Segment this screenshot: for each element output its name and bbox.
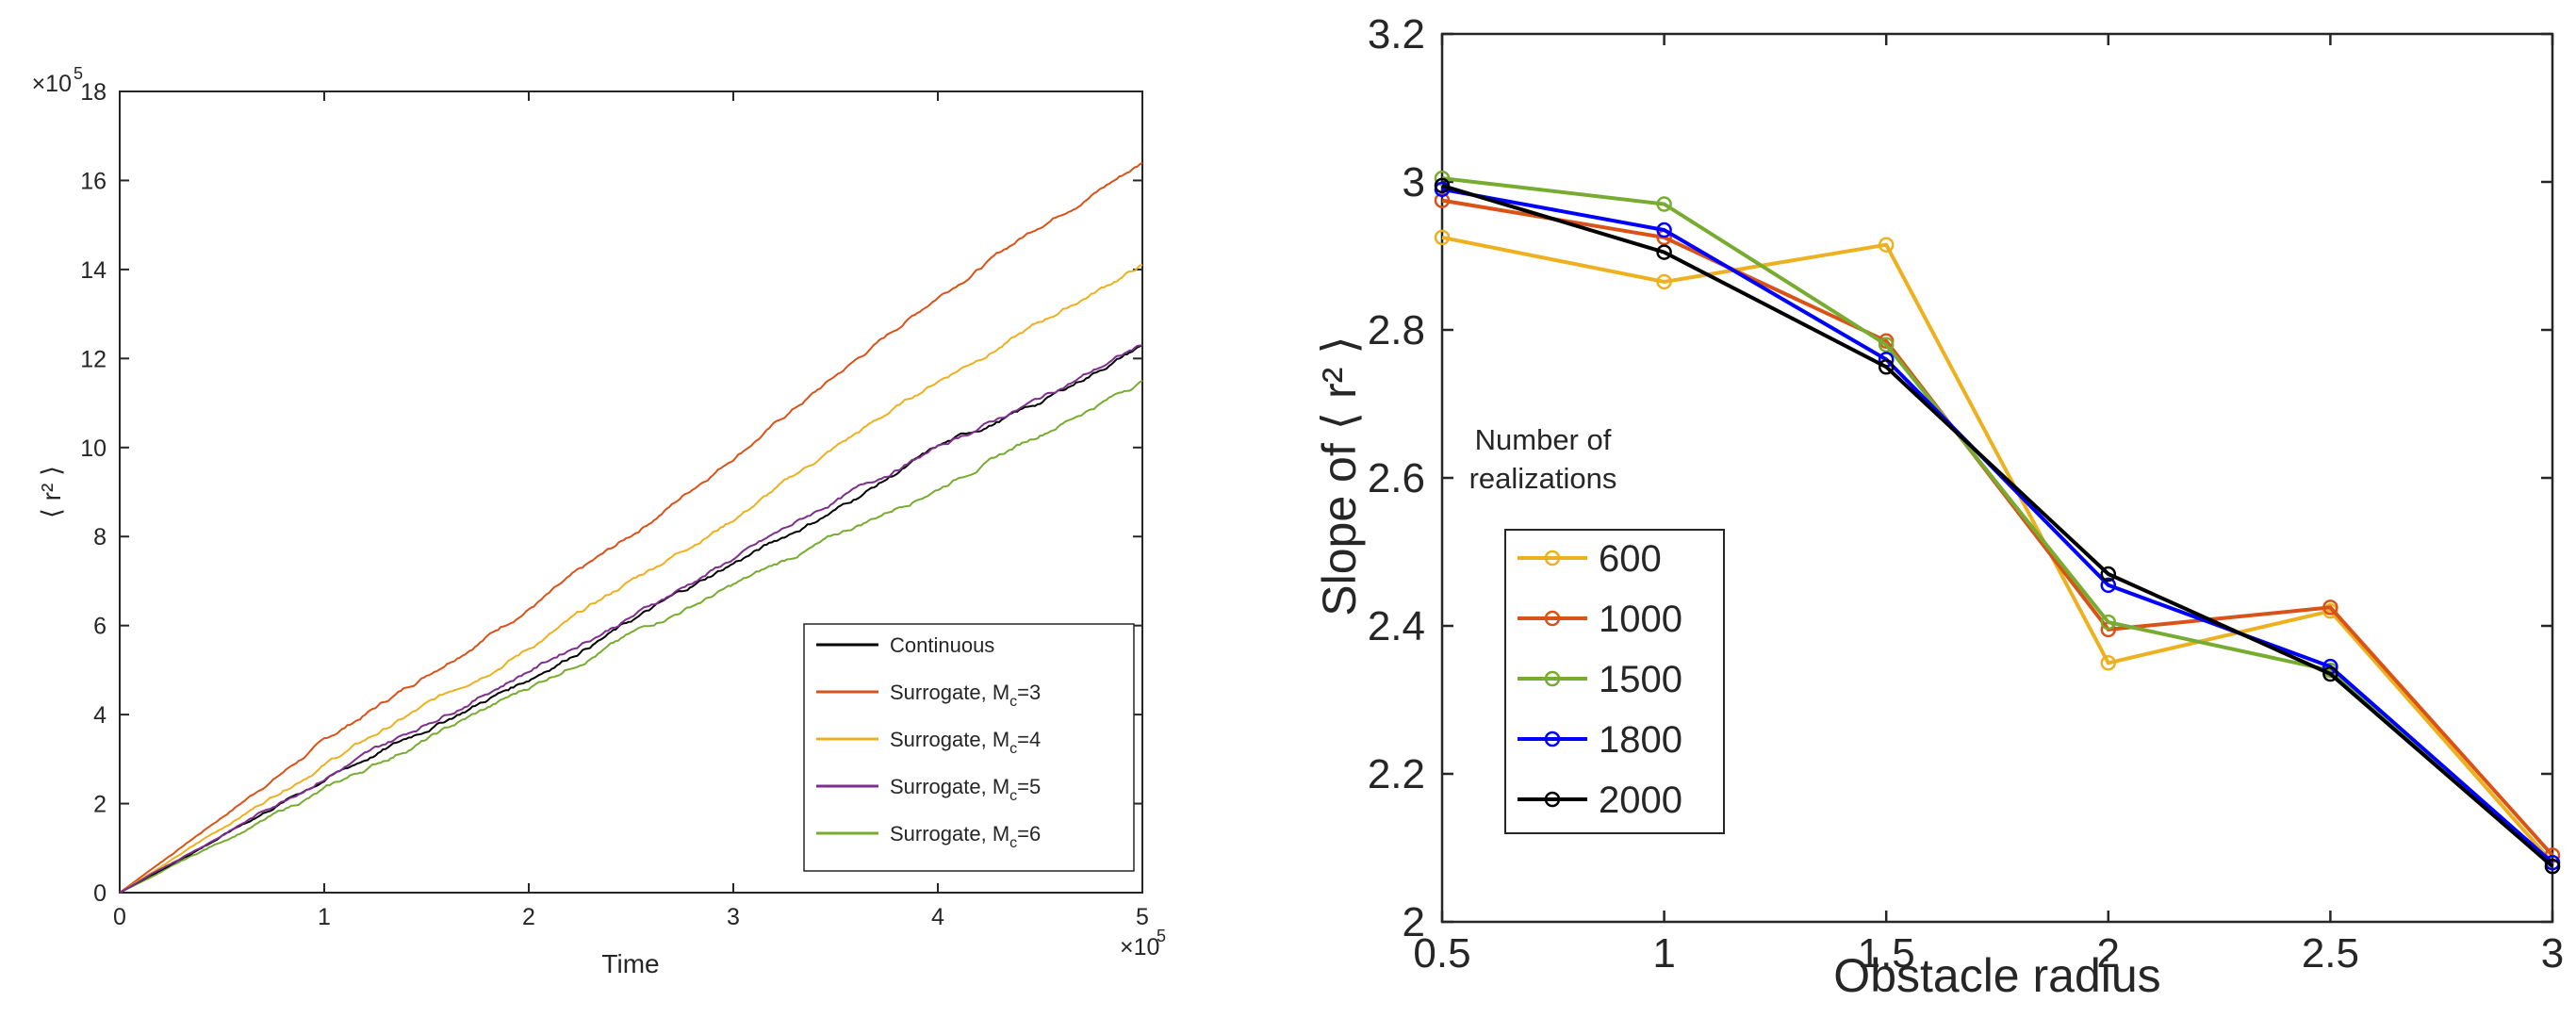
left-legend-label: Continuous [890,633,994,657]
right-data-point [2544,858,2561,875]
left-y-tick-label: 16 [80,168,107,194]
left-x-tick-label: 1 [318,904,331,930]
left-x-tick-label: 4 [931,904,944,930]
right-data-point [1656,196,1672,212]
left-x-tick-label: 0 [113,904,126,930]
right-x-tick-label: 1.5 [1858,930,1915,977]
left-legend-label: Surrogate, Mc=6 [890,822,1041,851]
right-x-axis-label: Obstacle radius [1833,949,2160,1002]
right-data-point [1656,222,1672,238]
right-series-line [1441,235,2554,864]
left-y-tick-label: 0 [93,880,107,907]
left-x-tick-label: 3 [727,904,740,930]
left-series-line [119,264,1143,894]
right-x-tick-label: 1 [1652,930,1675,977]
right-legend-marker [1544,550,1561,566]
right-data-point [2322,599,2338,616]
right-data-point [2100,577,2117,594]
right-data-point [1434,192,1451,208]
left-x-tick-label: 2 [522,904,535,930]
right-data-point [1878,337,1895,353]
left-legend: Continuous Surrogate, Mc=3 Surrogate, Mc=4… [803,623,1135,872]
right-y-tick-label: 2.4 [1368,603,1425,649]
right-legend-marker [1544,610,1561,627]
right-legend-label: 600 [1599,538,1662,580]
right-y-tick-label: 2.2 [1368,751,1425,797]
right-y-tick-label: 2.8 [1368,307,1425,353]
left-x-axis-label: Time [601,949,659,978]
right-y-tick-label: 3 [1403,159,1425,205]
left-y-tick-label: 6 [93,614,107,640]
right-legend: 600 1000 1500 1800 2000 [1504,529,1725,834]
right-y-tick-label: 2 [1403,899,1425,945]
right-data-point [1656,244,1672,260]
left-y-axis-label: ⟨ r² ⟩ [37,466,66,518]
left-legend-box [803,623,1135,872]
right-legend-label: 1800 [1599,719,1682,761]
right-x-tick-label: 2 [2097,930,2120,977]
left-y-tick-label: 12 [80,346,107,372]
right-data-point [1878,359,1895,375]
left-x-exponent: 5 [1157,927,1166,945]
right-y-tick-label: 3.2 [1368,11,1425,57]
left-legend-label: Surrogate, Mc=4 [890,728,1041,757]
right-y-tick-label: 2.6 [1368,455,1425,501]
left-y-tick-label: 2 [93,792,107,818]
left-x-exponent-base: ×10 [1120,934,1159,961]
left-series-line [119,344,1143,894]
right-series-line [1441,176,2554,868]
right-legend-label: 1000 [1599,599,1682,640]
right-chart: 0.5 1 1.5 2 2.5 3 2 2.2 2.4 2.6 2.8 3 3.2 Obstacle … [1313,11,2564,1002]
right-legend-box [1504,529,1725,834]
right-legend-marker [1544,731,1561,747]
right-data-point [2322,665,2338,682]
right-x-tick-label: 3 [2541,930,2564,977]
right-series-line [1441,183,2554,868]
left-x-tick-label: 5 [1136,904,1149,930]
left-series-line [119,380,1143,894]
right-legend-marker [1544,791,1561,808]
right-x-tick-label: 2.5 [2302,930,2359,977]
right-legend-label: 1500 [1599,659,1682,700]
right-y-axis-label: Slope of ⟨ r² ⟩ [1313,336,1366,616]
right-data-point [1434,177,1451,194]
left-y-tick-label: 14 [80,257,107,284]
left-legend-label: Surrogate, Mc=3 [890,681,1041,710]
right-data-point [1656,273,1672,290]
right-data-point [2100,655,2117,671]
right-data-point [1434,170,1451,187]
left-y-exponent: 5 [74,64,83,83]
left-y-tick-label: 10 [80,435,107,462]
left-legend-label: Surrogate, Mc=5 [890,775,1041,804]
left-y-tick-label: 18 [80,79,107,106]
left-y-tick-label: 4 [93,702,107,729]
right-data-point [1878,237,1895,253]
right-legend-marker [1544,670,1561,687]
right-legend-title-line1: Number of [1475,423,1612,456]
right-data-point [2100,566,2117,583]
right-legend-title-line2: realizations [1469,462,1617,495]
right-data-point [2100,614,2117,631]
right-x-tick-label: 0.5 [1413,930,1470,977]
left-y-tick-label: 8 [93,524,107,550]
left-series-line [119,161,1143,894]
left-y-exponent-base: ×10 [32,71,72,97]
right-data-point [1434,229,1451,246]
right-legend-label: 2000 [1599,780,1682,821]
